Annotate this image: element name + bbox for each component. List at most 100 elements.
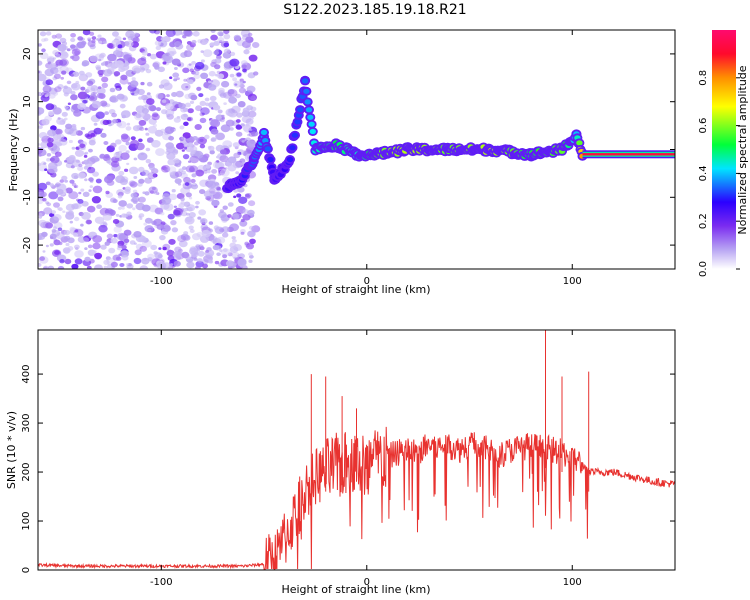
noise-speckle [167, 265, 173, 269]
noise-speckle [73, 175, 79, 179]
noise-speckle [117, 244, 123, 248]
noise-speckle [145, 147, 151, 152]
noise-speckle [158, 84, 164, 89]
noise-speckle [62, 247, 71, 254]
noise-speckle [106, 119, 112, 124]
noise-speckle [232, 142, 240, 148]
noise-speckle [181, 83, 191, 91]
noise-speckle [210, 34, 218, 41]
noise-speckle [42, 265, 49, 269]
noise-speckle [92, 250, 97, 254]
noise-speckle [70, 94, 78, 101]
noise-speckle [239, 220, 248, 227]
noise-speckle [141, 108, 149, 114]
noise-speckle [100, 244, 107, 250]
noise-speckle [120, 133, 129, 140]
ridge-blob-mid [309, 128, 316, 135]
spectrogram-y-axis-label: Frequency (Hz) [7, 109, 20, 192]
noise-speckle [243, 49, 250, 55]
noise-speckle [171, 92, 178, 97]
noise-speckle [187, 79, 194, 85]
noise-speckle [237, 258, 247, 266]
noise-speckle [144, 118, 149, 122]
ridge-blob-mid [296, 107, 304, 113]
noise-speckle [82, 237, 90, 243]
snr-y-tick-label: 0 [21, 567, 32, 573]
noise-speckle [199, 112, 205, 117]
noise-speckle [141, 169, 150, 176]
snr-frame [37, 329, 676, 571]
noise-speckle [45, 244, 49, 248]
noise-speckle [133, 257, 142, 265]
noise-speckle [183, 30, 192, 37]
noise-speckle [146, 81, 153, 87]
noise-speckle [181, 149, 185, 152]
noise-speckle [92, 242, 101, 250]
noise-speckle [64, 105, 69, 110]
noise-speckle [174, 171, 183, 178]
noise-speckle [196, 248, 201, 252]
noise-speckle [249, 128, 253, 131]
noise-speckle [118, 66, 126, 73]
noise-speckle [185, 85, 189, 89]
noise-speckle [229, 127, 234, 131]
noise-speckle [235, 93, 241, 99]
noise-speckle [213, 50, 220, 56]
noise-speckle [116, 232, 126, 241]
noise-speckle [247, 110, 257, 118]
noise-speckle [44, 94, 49, 98]
noise-speckle [227, 112, 231, 116]
noise-speckle [69, 220, 74, 224]
noise-speckle [112, 118, 118, 124]
noise-speckle [233, 152, 241, 159]
noise-speckle [227, 202, 234, 207]
noise-speckle [235, 124, 243, 130]
noise-speckle [135, 142, 145, 151]
noise-speckle [112, 254, 121, 261]
noise-speckle [49, 243, 54, 247]
noise-speckle [92, 171, 99, 177]
noise-speckle [236, 72, 242, 77]
noise-speckle [251, 225, 261, 233]
noise-speckle [65, 123, 73, 130]
noise-speckle [77, 166, 84, 171]
ridge-blob-mid [289, 145, 296, 151]
noise-speckle [197, 258, 203, 263]
noise-speckle [162, 61, 167, 65]
noise-speckle [117, 44, 123, 49]
noise-speckle [137, 57, 147, 66]
noise-speckle [147, 253, 155, 260]
noise-speckle [219, 209, 224, 213]
noise-speckle [195, 200, 200, 205]
noise-speckle [201, 112, 205, 116]
noise-speckle [38, 125, 43, 129]
noise-speckle [80, 86, 86, 91]
noise-speckle [95, 66, 101, 71]
noise-speckle [51, 229, 61, 237]
noise-speckle [138, 119, 147, 126]
noise-speckle [238, 87, 246, 94]
noise-speckle [78, 203, 83, 208]
noise-speckle [81, 212, 91, 220]
noise-speckle [124, 168, 129, 172]
noise-speckle [252, 42, 260, 48]
noise-speckle [179, 125, 185, 130]
noise-speckle [118, 253, 122, 257]
noise-speckle [199, 189, 206, 195]
noise-speckle [61, 119, 66, 123]
noise-speckle [88, 189, 92, 192]
noise-speckle [64, 160, 68, 163]
noise-speckle [155, 93, 164, 100]
noise-speckle [148, 118, 157, 125]
noise-speckle [51, 34, 57, 39]
noise-speckle [219, 168, 230, 177]
noise-speckle [186, 204, 196, 212]
noise-speckle [208, 145, 215, 151]
noise-speckle [88, 166, 92, 170]
noise-speckle [126, 211, 132, 216]
noise-speckle [216, 236, 226, 244]
noise-speckle [41, 48, 46, 53]
noise-speckle [183, 78, 188, 82]
noise-speckle [202, 169, 208, 174]
